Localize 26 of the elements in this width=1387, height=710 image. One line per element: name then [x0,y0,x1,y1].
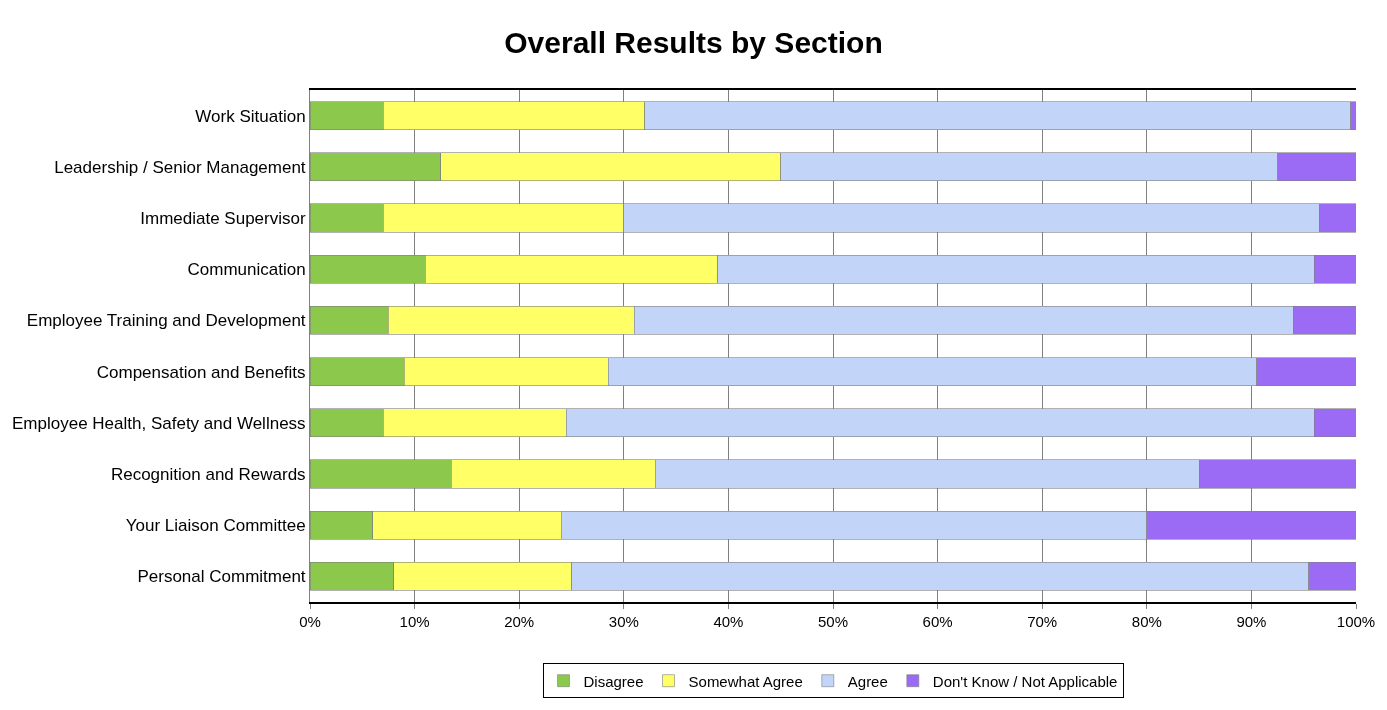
legend-label: Disagree [583,672,644,690]
x-tick-label: 0% [299,612,321,630]
y-tick-label: Immediate Supervisor [140,208,306,228]
x-tick-label: 90% [1236,612,1267,630]
x-tick-label: 60% [922,612,953,630]
x-tick-label: 20% [504,612,535,630]
y-tick-label: Communication [187,260,306,280]
y-tick-label: Leadership / Senior Management [54,157,306,177]
chart-title: Overall Results by Section [504,25,883,59]
y-tick-label: Employee Training and Development [26,311,306,331]
legend-label: Don't Know / Not Applicable [932,672,1118,690]
x-tick-label: 40% [713,612,744,630]
x-tick-label: 80% [1131,612,1162,630]
x-tick-label: 100% [1336,612,1376,630]
x-tick-label: 10% [399,612,430,630]
legend-label: Somewhat Agree [688,672,803,690]
y-tick-label: Compensation and Benefits [96,362,306,382]
x-tick-label: 30% [608,612,639,630]
legend-label: Agree [847,672,888,690]
x-tick-label: 50% [817,612,849,630]
y-tick-label: Personal Commitment [137,567,306,587]
y-tick-label: Employee Health, Safety and Wellness [12,413,306,433]
y-tick-label: Recognition and Rewards [110,464,306,484]
y-tick-label: Work Situation [195,106,306,126]
y-tick-label: Your Liaison Committee [125,516,306,536]
x-tick-label: 70% [1027,612,1058,630]
